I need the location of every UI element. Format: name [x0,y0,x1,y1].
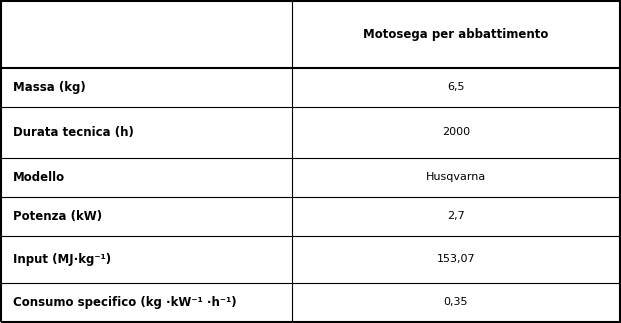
Text: Modello: Modello [13,171,65,184]
Text: Massa (kg): Massa (kg) [13,81,86,94]
Text: 0,35: 0,35 [444,297,468,307]
Text: 6,5: 6,5 [447,82,465,92]
Text: Durata tecnica (h): Durata tecnica (h) [13,126,134,139]
Text: 153,07: 153,07 [437,255,475,264]
Text: Input (MJ·kg⁻¹): Input (MJ·kg⁻¹) [13,253,111,266]
Text: Motosega per abbattimento: Motosega per abbattimento [363,28,548,41]
Text: Consumo specifico (kg ·kW⁻¹ ·h⁻¹): Consumo specifico (kg ·kW⁻¹ ·h⁻¹) [13,296,237,309]
Text: 2,7: 2,7 [447,211,465,221]
Text: Potenza (kW): Potenza (kW) [13,210,102,223]
Text: 2000: 2000 [442,127,470,137]
Text: Husqvarna: Husqvarna [426,172,486,182]
